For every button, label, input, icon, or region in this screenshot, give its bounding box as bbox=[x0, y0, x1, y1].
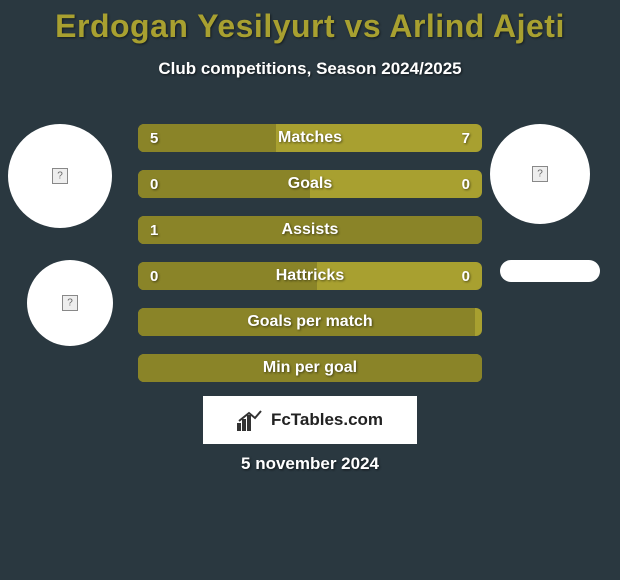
bar-label: Hattricks bbox=[138, 262, 482, 290]
bar-label: Min per goal bbox=[138, 354, 482, 382]
stat-bar-row: Min per goal bbox=[138, 354, 482, 382]
bar-value-left: 5 bbox=[150, 124, 158, 152]
bar-value-left: 1 bbox=[150, 216, 158, 244]
player-right-avatar bbox=[490, 124, 590, 224]
stat-bar-row: Hattricks0 0 bbox=[138, 262, 482, 290]
bar-value-right: 7 bbox=[462, 124, 470, 152]
bar-value-right: 0 bbox=[462, 262, 470, 290]
stat-bar-row: Goals0 0 bbox=[138, 170, 482, 198]
broken-image-icon bbox=[532, 166, 548, 182]
club-left-avatar bbox=[27, 260, 113, 346]
stat-bars: Matches57Goals00Assists1Hattricks00Goals… bbox=[138, 124, 482, 400]
bar-label: Goals bbox=[138, 170, 482, 198]
bar-value-left: 0 bbox=[150, 262, 158, 290]
fctables-logo-icon bbox=[237, 409, 265, 431]
stat-bar-row: Goals per match bbox=[138, 308, 482, 336]
bar-value-right: 0 bbox=[462, 170, 470, 198]
comparison-infographic: Erdogan Yesilyurt vs Arlind Ajeti Club c… bbox=[0, 0, 620, 79]
club-right-avatar bbox=[500, 260, 600, 282]
broken-image-icon bbox=[62, 295, 78, 311]
date-text: 5 november 2024 bbox=[0, 454, 620, 474]
stat-bar-row: Assists1 bbox=[138, 216, 482, 244]
bar-value-left: 0 bbox=[150, 170, 158, 198]
bar-label: Assists bbox=[138, 216, 482, 244]
broken-image-icon bbox=[52, 168, 68, 184]
page-title: Erdogan Yesilyurt vs Arlind Ajeti bbox=[0, 0, 620, 45]
stat-bar-row: Matches5 7 bbox=[138, 124, 482, 152]
player-left-avatar bbox=[8, 124, 112, 228]
subtitle: Club competitions, Season 2024/2025 bbox=[0, 59, 620, 79]
bar-label: Goals per match bbox=[138, 308, 482, 336]
logo-text: FcTables.com bbox=[271, 410, 383, 430]
logo-box: FcTables.com bbox=[203, 396, 417, 444]
bar-label: Matches bbox=[138, 124, 482, 152]
